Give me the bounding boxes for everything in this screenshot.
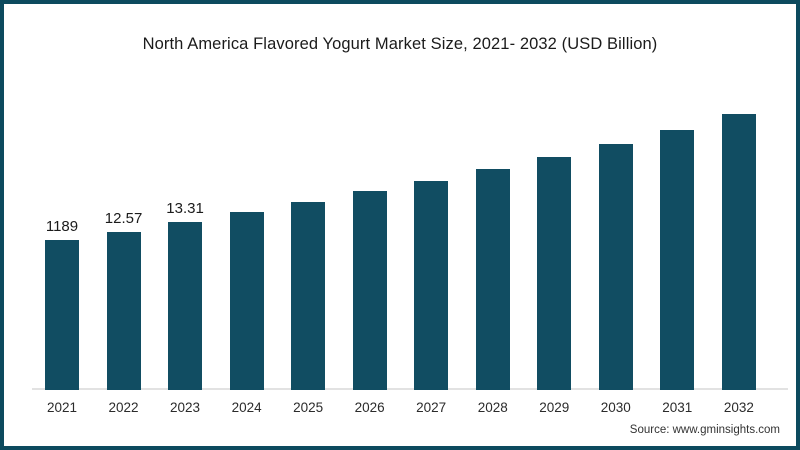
bar-2023 (168, 222, 203, 390)
bar-2026 (352, 191, 387, 390)
bar-2027 (414, 181, 449, 390)
bar-2031 (660, 130, 695, 390)
x-axis-baseline (32, 388, 788, 390)
bars-container: 1189 12.57 13.31 (45, 64, 756, 390)
x-axis-tick-label: 2026 (354, 400, 385, 415)
bar-2029 (537, 157, 572, 390)
bar-value-label: 13.31 (166, 200, 204, 217)
x-axis-tick-label: 2031 (662, 400, 693, 415)
bar-2024 (229, 212, 264, 390)
bar-column-2032 (721, 114, 756, 390)
x-axis-tick-label: 2029 (539, 400, 570, 415)
x-axis-tick-label: 2022 (108, 400, 139, 415)
bar-column-2023: 13.31 (166, 200, 204, 390)
x-axis-tick-label: 2028 (477, 400, 508, 415)
bar-column-2021: 1189 (45, 219, 79, 390)
bar-column-2024 (229, 212, 264, 390)
x-axis-labels: 2021 2022 2023 2024 2025 2026 2027 2028 2029 2030… (45, 400, 756, 415)
x-axis-tick-label: 2023 (170, 400, 201, 415)
bar-2025 (291, 202, 326, 390)
chart-title: North America Flavored Yogurt Market Siz… (142, 35, 658, 53)
bar-2021 (45, 240, 79, 390)
bar-value-label: 12.57 (104, 210, 143, 227)
bar-value-label: 1189 (45, 218, 79, 235)
x-axis-tick-label: 2025 (293, 400, 324, 415)
x-axis-tick-label: 2030 (600, 400, 631, 415)
x-axis-tick-label: 2032 (723, 400, 754, 415)
bar-2028 (475, 169, 510, 390)
x-axis-tick-label: 2021 (46, 400, 78, 415)
bar-2022 (106, 232, 141, 390)
bar-2030 (598, 144, 633, 390)
bar-column-2029 (537, 157, 572, 390)
bar-column-2027 (414, 181, 449, 390)
source-credit: Source: www.gminsights.com (629, 424, 780, 436)
bar-column-2025 (291, 202, 326, 390)
bar-2032 (721, 114, 756, 390)
x-axis-tick-label: 2027 (416, 400, 447, 415)
bar-column-2022: 12.57 (104, 210, 143, 390)
x-axis-tick-label: 2024 (231, 400, 262, 415)
bar-column-2028 (475, 169, 510, 390)
bar-column-2026 (352, 191, 387, 390)
bar-column-2030 (598, 144, 633, 390)
bar-column-2031 (660, 130, 695, 390)
